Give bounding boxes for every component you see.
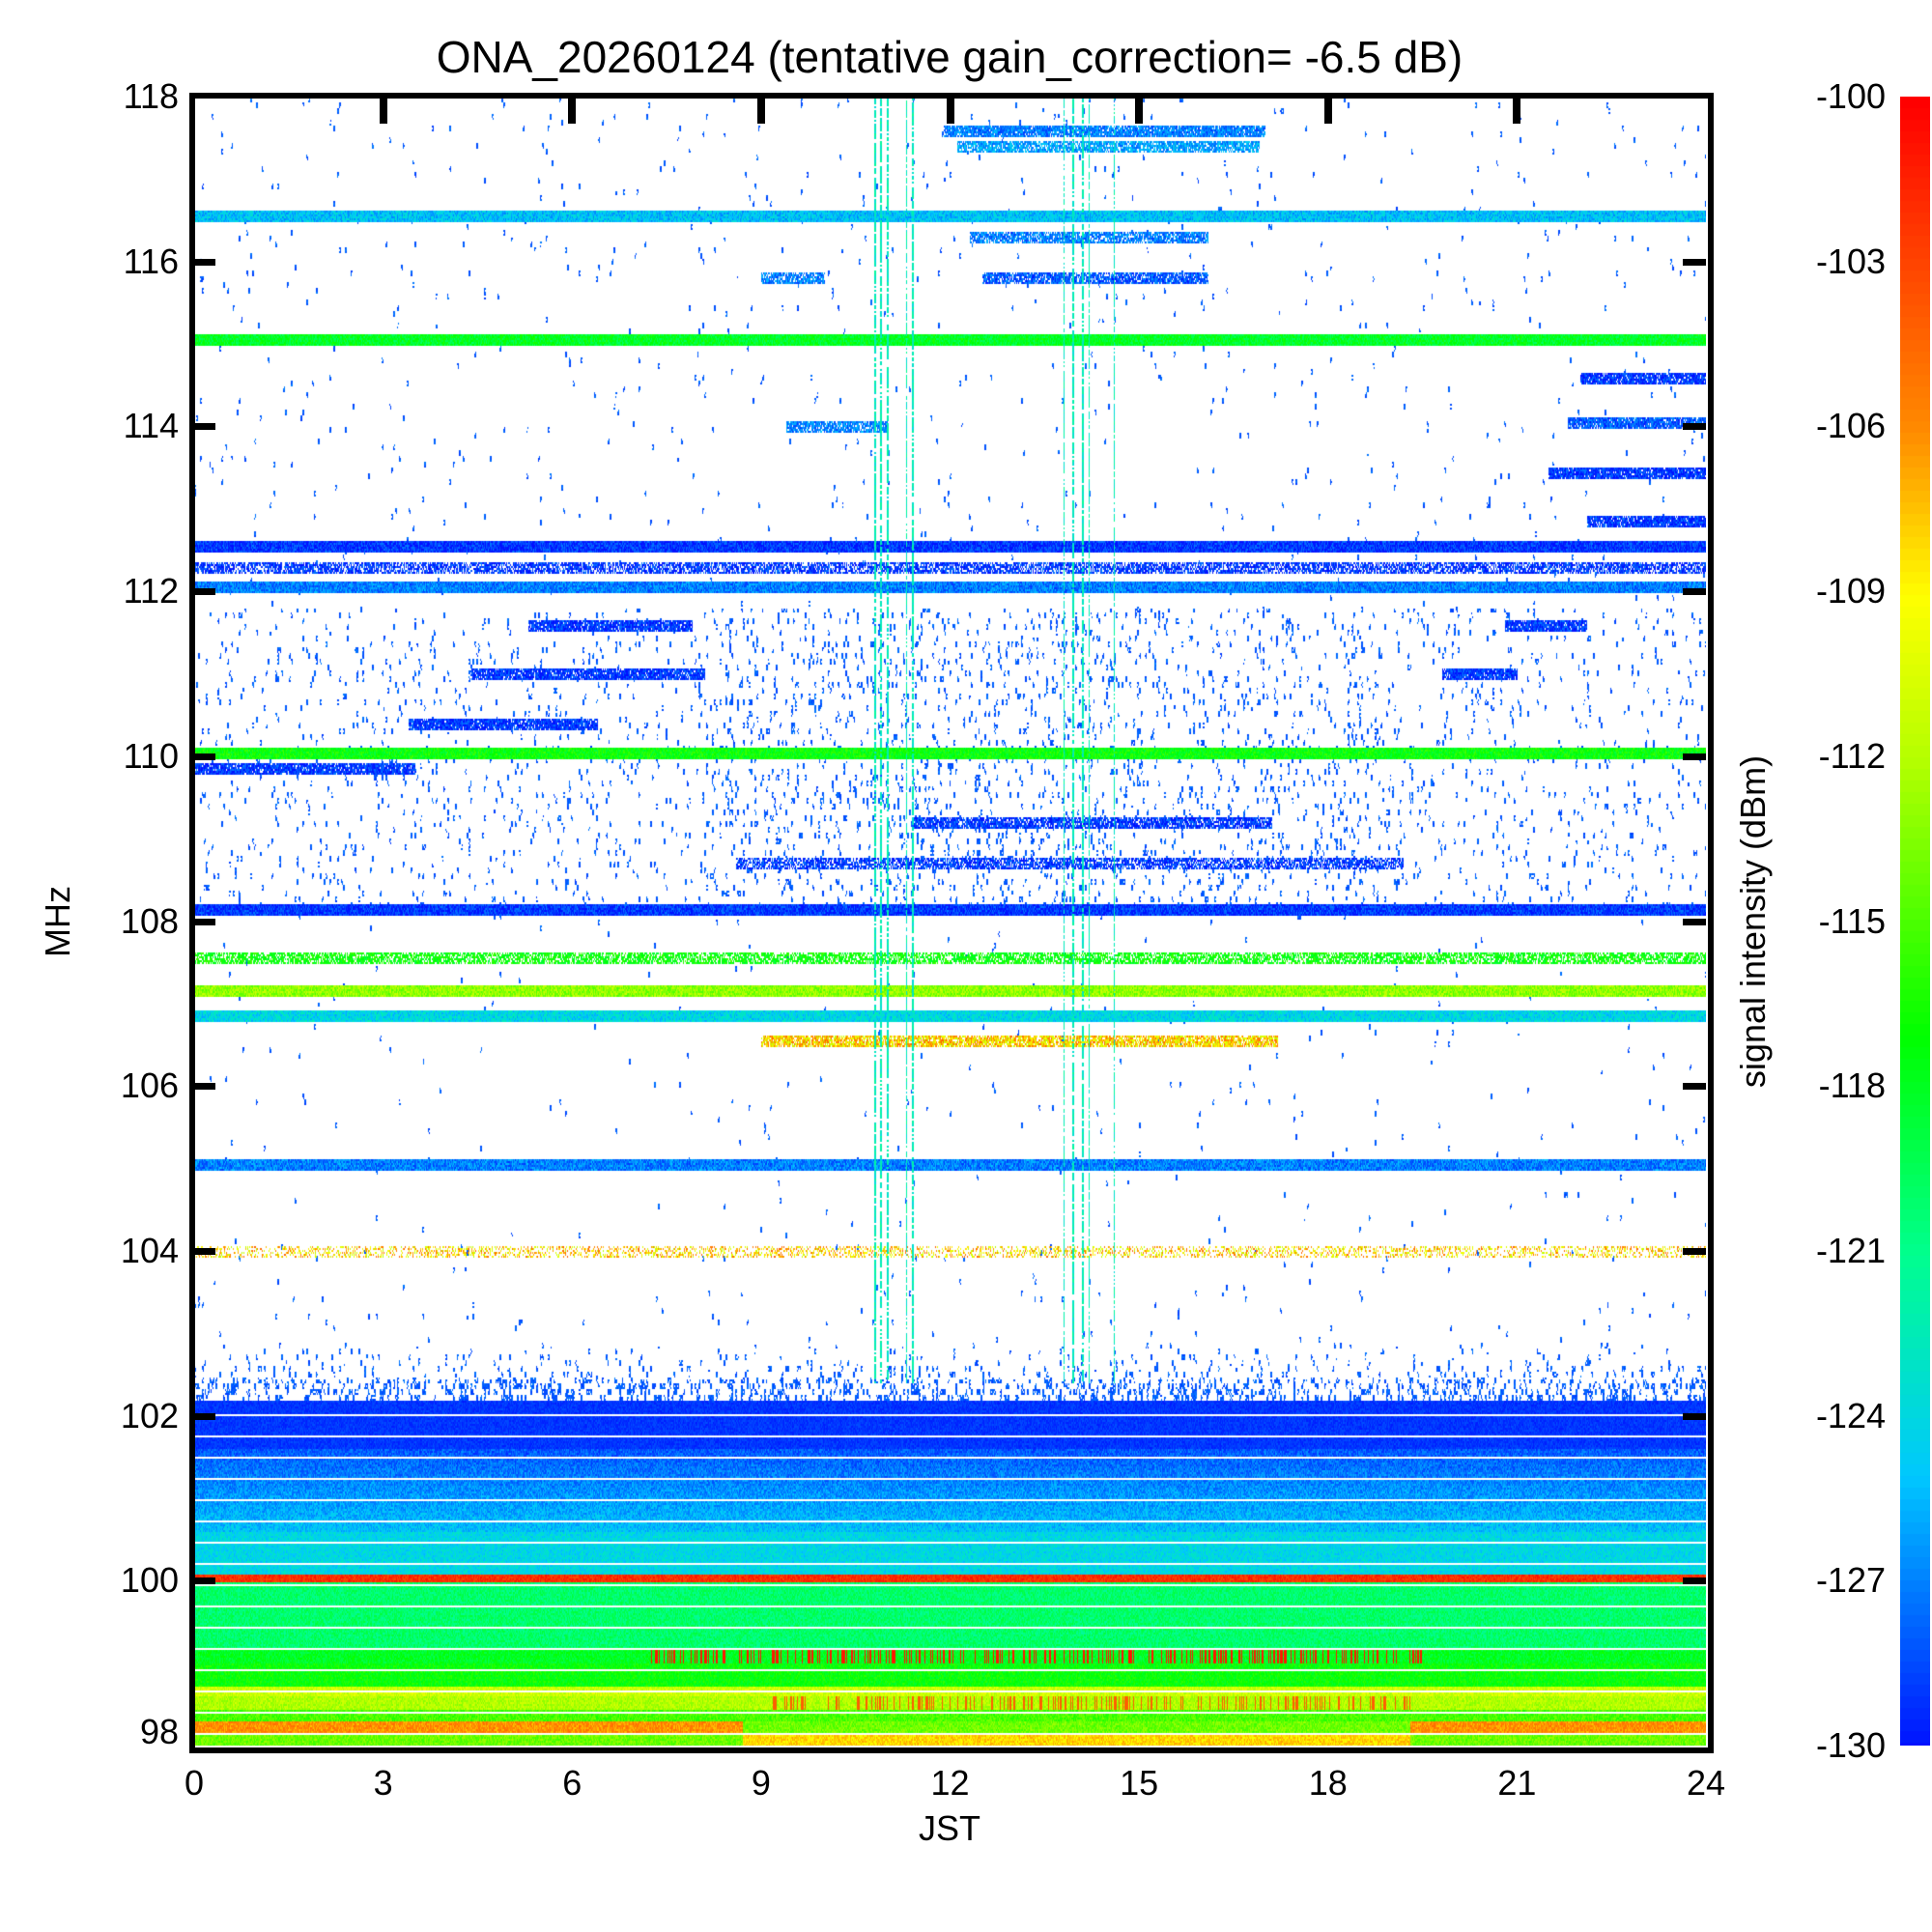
colorbar-tick-label: -109 (1815, 571, 1886, 611)
y-tick-label: 108 (120, 900, 179, 941)
y-tick-right (1683, 423, 1706, 431)
x-tick-top (379, 97, 387, 124)
y-tick-label: 112 (123, 571, 179, 611)
y-tick-left (194, 1247, 215, 1255)
y-tick-label: 106 (120, 1065, 179, 1106)
x-axis-label: JST (918, 1808, 980, 1848)
y-tick-left (194, 423, 215, 431)
x-tick-label: 0 (184, 1763, 205, 1803)
y-tick-left (194, 258, 215, 266)
x-tick-top (1135, 97, 1144, 124)
y-tick-right (1683, 1083, 1706, 1091)
y-tick-left (194, 1083, 215, 1091)
y-tick-label: 110 (123, 735, 179, 776)
y-tick-left (194, 753, 215, 760)
colorbar-tick-label: -112 (1818, 735, 1886, 776)
colorbar-tick-label: -118 (1818, 1065, 1886, 1106)
x-tick-label: 6 (562, 1763, 582, 1803)
y-tick-left (194, 1577, 215, 1585)
x-tick-label: 3 (373, 1763, 393, 1803)
y-axis-label: MHz (38, 886, 77, 957)
y-tick-label: 118 (123, 76, 179, 116)
colorbar-tick-label: -106 (1815, 406, 1886, 446)
colorbar-tick-label: -127 (1815, 1560, 1886, 1601)
y-tick-label: 98 (139, 1712, 179, 1751)
x-tick-label: 15 (1120, 1763, 1159, 1803)
x-tick-top (568, 97, 577, 124)
y-tick-label: 116 (123, 241, 179, 281)
colorbar-tick-label: -100 (1815, 76, 1886, 116)
y-tick-right (1683, 918, 1706, 925)
x-tick-label: 9 (751, 1763, 771, 1803)
y-tick-label: 100 (120, 1560, 179, 1601)
colorbar-tick-label: -115 (1818, 900, 1886, 941)
y-tick-right (1683, 588, 1706, 596)
y-tick-right (1683, 753, 1706, 760)
plot-frame (189, 93, 1714, 1753)
x-tick-label: 18 (1308, 1763, 1348, 1803)
y-tick-label: 114 (123, 406, 179, 446)
y-tick-right (1683, 258, 1706, 266)
colorbar-tick-label: -130 (1815, 1725, 1886, 1765)
colorbar-tick-label: -124 (1815, 1395, 1886, 1435)
y-tick-right (1683, 1412, 1706, 1420)
x-tick-top (756, 97, 765, 124)
x-tick-label: 24 (1686, 1763, 1726, 1803)
spectrogram-heatmap (194, 97, 1706, 1746)
x-tick-top (1513, 97, 1521, 124)
y-tick-left (194, 588, 215, 596)
colorbar-label: signal intensity (dBm) (1733, 754, 1773, 1089)
y-tick-right (1683, 1577, 1706, 1585)
y-tick-label: 102 (120, 1395, 179, 1435)
colorbar-tick-label: -103 (1815, 241, 1886, 281)
x-tick-top (1323, 97, 1332, 124)
x-tick-label: 21 (1497, 1763, 1537, 1803)
y-tick-left (194, 918, 215, 925)
y-tick-left (194, 1412, 215, 1420)
x-tick-label: 12 (930, 1763, 970, 1803)
chart-title: ONA_20260124 (tentative gain_correction=… (436, 32, 1463, 82)
y-tick-right (1683, 1247, 1706, 1255)
y-tick-label: 104 (120, 1230, 179, 1270)
colorbar-tick-label: -121 (1815, 1230, 1886, 1270)
colorbar (1900, 97, 1930, 1746)
x-tick-top (946, 97, 954, 124)
